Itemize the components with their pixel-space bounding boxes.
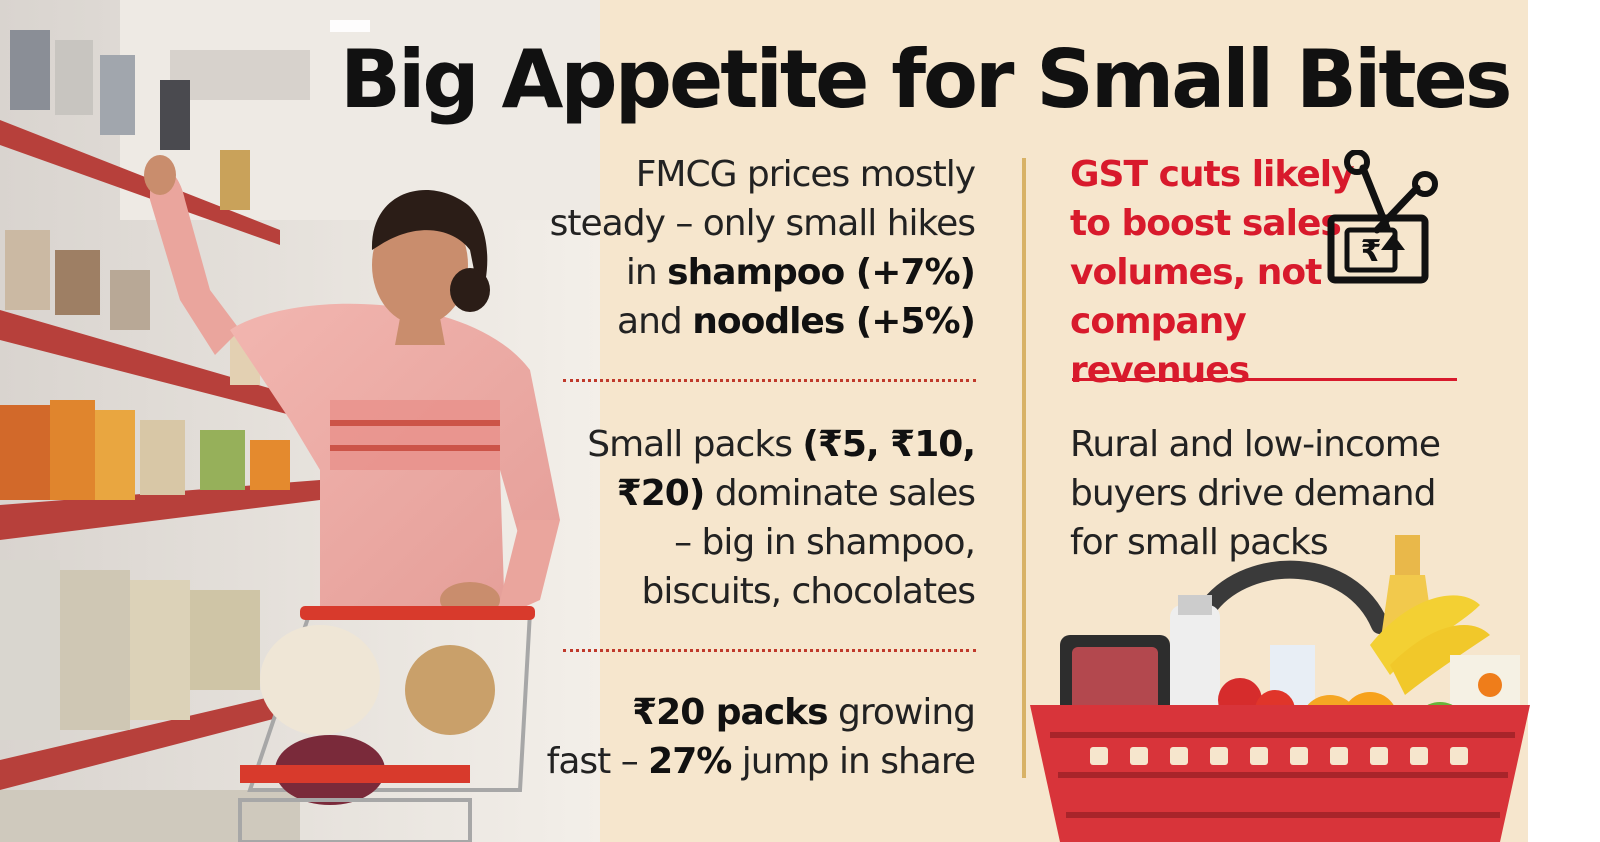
body-text: steady – only small hikes [549,203,976,244]
right-margin [1528,0,1600,842]
text-line: GST cuts likely [1070,154,1355,195]
text-line: ₹20) dominate sales [540,469,976,518]
text-line: – big in shampoo, [540,518,976,567]
text-line: buyers drive demand [1070,473,1436,514]
body-text: dominate sales [704,473,976,514]
emphasis-text: shampoo (+7%) [667,252,976,293]
woman-shopping-in-supermarket-photo [0,0,600,842]
body-text: growing [827,692,976,733]
text-line: in shampoo (+7%) [540,248,976,297]
body-text: FMCG prices mostly [635,154,976,195]
text-line: Small packs (₹5, ₹10, [540,420,976,469]
grocery-basket-illustration [1030,535,1530,842]
red-divider [1072,378,1457,381]
emphasis-text: ₹20 packs [632,692,828,733]
point-rural-demand: Rural and low-income buyers drive demand f… [1070,420,1500,567]
text-line: to boost sales [1070,203,1342,244]
text-line: biscuits, chocolates [540,567,976,616]
emphasis-text: (₹5, ₹10, [802,424,976,465]
emphasis-text: 27% [648,741,732,782]
body-text: – big in shampoo, [674,522,976,563]
dotted-divider-1 [563,379,976,382]
body-text: jump in share [731,741,976,782]
point-price-stability: FMCG prices mostly steady – only small hi… [540,150,976,346]
scissors-cutting-rupee-note-icon: ₹ [1325,149,1440,290]
svg-text:₹: ₹ [1361,234,1382,269]
vertical-divider [1022,158,1026,778]
body-text: Small packs [587,424,803,465]
text-line: FMCG prices mostly [540,150,976,199]
text-line: ₹20 packs growing [540,688,976,737]
body-text: biscuits, chocolates [641,571,976,612]
emphasis-text: noodles (+5%) [692,301,976,342]
text-line: fast – 27% jump in share [540,737,976,786]
dotted-divider-2 [563,649,976,652]
text-line: volumes, not [1070,252,1322,293]
text-line: company revenues [1070,301,1250,391]
headline: Big Appetite for Small Bites [340,33,1512,126]
text-line: for small packs [1070,522,1329,563]
point-20-packs: ₹20 packs growing fast – 27% jump in shar… [540,688,976,786]
body-text: fast – [546,741,649,782]
body-text: and [617,301,693,342]
text-line: Rural and low-income [1070,424,1441,465]
point-small-packs: Small packs (₹5, ₹10, ₹20) dominate sales… [540,420,976,616]
emphasis-text: ₹20) [616,473,706,514]
point-gst-cuts: GST cuts likely to boost sales volumes, no… [1070,150,1410,395]
body-text: in [625,252,668,293]
text-line: and noodles (+5%) [540,297,976,346]
text-line: steady – only small hikes [540,199,976,248]
